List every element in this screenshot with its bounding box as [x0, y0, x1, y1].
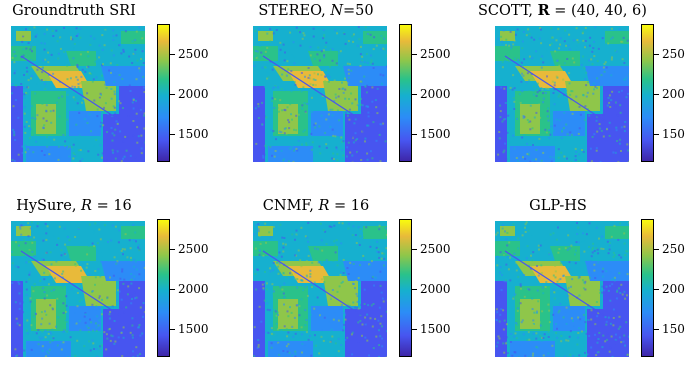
panel-scott: SCOTT, R = (40, 40, 6) 2500 2000 1500	[484, 2, 685, 172]
colorbar-tick-label: 2000	[178, 282, 209, 296]
hyperspectral-image	[495, 26, 629, 162]
panel-hysure: HySure, R = 16 2500 2000 1500	[0, 197, 220, 367]
colorbar-tick-label: 1500	[178, 322, 209, 336]
hyperspectral-image	[253, 26, 387, 162]
colorbar-tick-label: 2500	[178, 242, 209, 256]
colorbar	[641, 219, 654, 357]
colorbar-tick-label: 2500	[662, 47, 685, 61]
colorbar-tick-label: 2000	[178, 87, 209, 101]
panel-title: CNMF, R = 16	[242, 197, 390, 215]
hyperspectral-image	[495, 221, 629, 357]
colorbar-tick-label: 1500	[178, 127, 209, 141]
panel-cnmf: CNMF, R = 16 2500 2000 1500	[242, 197, 462, 367]
hyperspectral-image	[253, 221, 387, 357]
colorbar	[157, 24, 170, 162]
colorbar-tick-label: 2000	[662, 282, 685, 296]
colorbar	[399, 24, 412, 162]
colorbar-tick-label: 2500	[420, 242, 451, 256]
colorbar-tick-label: 2500	[420, 47, 451, 61]
colorbar	[641, 24, 654, 162]
colorbar-tick-label: 2500	[178, 47, 209, 61]
panel-title: STEREO, N=50	[242, 2, 390, 20]
colorbar-tick-label: 2000	[420, 87, 451, 101]
colorbar-tick-label: 2000	[662, 87, 685, 101]
colorbar-tick-label: 1500	[420, 322, 451, 336]
colorbar-tick-label: 1500	[662, 322, 685, 336]
panel-stereo: STEREO, N=50 2500 2000 1500	[242, 2, 462, 172]
panel-groundtruth-sri: Groundtruth SRI 2500 2000 1500	[0, 2, 220, 172]
panel-title: GLP-HS	[484, 197, 632, 215]
colorbar-tick-label: 2000	[420, 282, 451, 296]
colorbar-tick-label: 1500	[662, 127, 685, 141]
panel-title: SCOTT, R = (40, 40, 6)	[478, 2, 638, 20]
colorbar	[399, 219, 412, 357]
hyperspectral-image	[11, 26, 145, 162]
hyperspectral-image	[11, 221, 145, 357]
colorbar-tick-label: 2500	[662, 242, 685, 256]
panel-glp-hs: GLP-HS 2500 2000 1500	[484, 197, 685, 367]
colorbar-tick-label: 1500	[420, 127, 451, 141]
colorbar	[157, 219, 170, 357]
panel-title: Groundtruth SRI	[0, 2, 148, 20]
panel-title: HySure, R = 16	[0, 197, 148, 215]
